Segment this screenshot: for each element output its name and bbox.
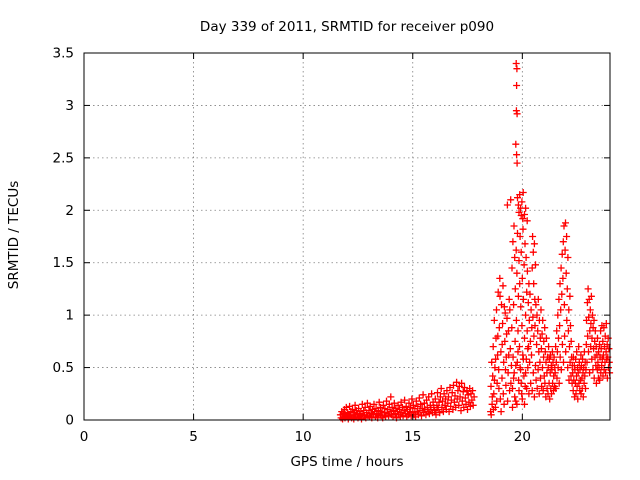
data-point-markers	[336, 60, 614, 423]
y-tick-label: 1	[65, 308, 74, 324]
x-tick-label: 10	[295, 429, 312, 445]
y-tick-label: 3.5	[53, 46, 74, 62]
x-tick-label: 15	[404, 429, 421, 445]
scatter-points	[336, 60, 614, 423]
tick-marks	[83, 52, 610, 421]
x-axis-label: GPS time / hours	[290, 454, 403, 470]
y-axis-label: SRMTID / TECUs	[6, 181, 22, 289]
y-tick-label: 0.5	[53, 360, 74, 376]
x-tick-label: 0	[80, 429, 89, 445]
y-tick-label: 2.5	[53, 150, 74, 166]
y-tick-label: 1.5	[53, 255, 74, 271]
y-tick-label: 3	[65, 98, 74, 114]
y-tick-label: 0	[65, 413, 74, 429]
x-tick-label: 5	[189, 429, 198, 445]
tick-labels: 0 5 10 15 20 0 0.5 1 1.5 2 2.5 3 3.5	[53, 46, 531, 446]
x-tick-label: 20	[514, 429, 531, 445]
chart-title: Day 339 of 2011, SRMTID for receiver p09…	[200, 19, 494, 35]
y-tick-label: 2	[65, 203, 74, 219]
plot-border	[83, 52, 611, 421]
